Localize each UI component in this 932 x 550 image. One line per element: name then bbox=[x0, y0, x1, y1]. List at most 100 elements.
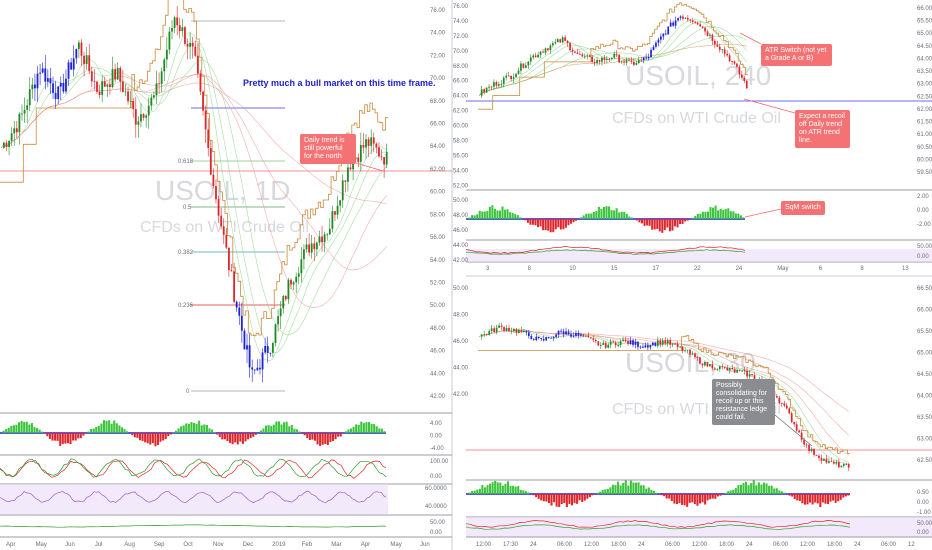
m30-osc-bar bbox=[798, 494, 801, 501]
daily-osc-bar bbox=[105, 420, 108, 433]
daily-time-tick: Aug bbox=[124, 542, 135, 548]
m30-time-tick: 17:30 bbox=[503, 542, 519, 548]
h4-candle bbox=[502, 77, 505, 84]
h4-candle bbox=[505, 75, 508, 78]
m30-candle bbox=[701, 363, 704, 366]
daily-candle bbox=[191, 42, 194, 47]
m30-time-tick: 12:00 bbox=[584, 542, 600, 548]
m30-osc-bar bbox=[565, 494, 568, 508]
daily-price-tick: 72.00 bbox=[430, 53, 446, 59]
daily-candle bbox=[380, 156, 383, 158]
daily-candle bbox=[303, 249, 305, 260]
h4-candle bbox=[606, 58, 608, 60]
daily-osc-bar bbox=[213, 432, 216, 433]
daily-osc-bar bbox=[270, 426, 273, 433]
daily-osc-bar bbox=[324, 433, 327, 444]
daily-candle bbox=[70, 62, 73, 70]
h4-price-tick: 62.50 bbox=[917, 94, 932, 100]
h4-osc-bar bbox=[597, 206, 600, 219]
m30-price-tick: 65.00 bbox=[917, 351, 932, 357]
m30-osc-tick: 0.00 bbox=[917, 500, 929, 506]
h4-osc-bar bbox=[706, 211, 709, 219]
m30-osc-bar bbox=[604, 489, 607, 494]
daily-osc-bar bbox=[59, 433, 62, 446]
daily-candle bbox=[77, 42, 80, 50]
h4-candle bbox=[650, 49, 652, 57]
daily-candle bbox=[251, 367, 254, 370]
m30-osc-bar bbox=[547, 494, 550, 504]
h4-price-tick: 59.50 bbox=[917, 170, 932, 176]
m30-osc-bar bbox=[693, 494, 696, 504]
m30-candle bbox=[790, 413, 793, 422]
daily-osc-bar bbox=[77, 433, 80, 439]
h4-left-price-tick: 74.00 bbox=[453, 19, 469, 25]
h4-osc-bar bbox=[646, 219, 649, 226]
h4-osc-bar bbox=[704, 211, 707, 219]
m30-osc-bar bbox=[724, 492, 727, 494]
h4-osc-bar bbox=[476, 214, 479, 219]
m30-candle bbox=[594, 339, 597, 342]
daily-osc-bar bbox=[362, 423, 365, 433]
h4-osc-bar bbox=[628, 216, 631, 219]
m30-candle bbox=[518, 330, 520, 334]
h4-candle bbox=[625, 60, 628, 63]
daily-osc-bar bbox=[180, 426, 183, 433]
m30-osc-bar bbox=[583, 494, 586, 501]
h4-osc-bar bbox=[486, 211, 489, 219]
m30-candle bbox=[612, 341, 615, 343]
m30-osc-bar bbox=[806, 494, 809, 505]
daily-candle bbox=[52, 83, 54, 93]
daily-candle bbox=[165, 49, 168, 60]
daily-candle bbox=[349, 167, 352, 170]
h4-osc-bar bbox=[575, 219, 578, 221]
daily-candle bbox=[132, 100, 135, 110]
h4-osc-bar bbox=[483, 211, 486, 219]
m30-time-tick: 12:00 bbox=[476, 542, 492, 548]
h4-candle bbox=[532, 55, 535, 58]
h4-left-price-tick: 42.00 bbox=[453, 258, 469, 264]
h4-osc-bar bbox=[529, 219, 532, 225]
daily-osc-bar bbox=[226, 433, 229, 442]
daily-atr-line bbox=[0, 0, 388, 337]
h4-price-tick: 66.00 bbox=[917, 6, 932, 12]
daily-candle bbox=[321, 236, 323, 243]
daily-price-tick: 64.00 bbox=[430, 144, 446, 150]
m30-osc-bar bbox=[796, 494, 799, 501]
daily-osc-bar bbox=[283, 422, 286, 433]
h4-osc-bar bbox=[656, 219, 659, 229]
m30-candle bbox=[480, 334, 483, 337]
h4-candle bbox=[662, 33, 665, 37]
h4-osc-bar bbox=[501, 206, 504, 219]
h4-osc-bar bbox=[742, 217, 745, 219]
daily-osc-bar bbox=[367, 422, 371, 433]
h4-time-tick: 8 bbox=[860, 266, 864, 272]
h4-time-tick: May bbox=[777, 266, 788, 272]
daily-candle bbox=[204, 110, 207, 130]
daily-candle bbox=[209, 148, 212, 175]
h4-candle bbox=[714, 40, 716, 45]
recoil-note: Expect a recoil off Daily trend on ATR t… bbox=[795, 110, 850, 148]
daily-candle bbox=[116, 67, 119, 80]
daily-candle bbox=[238, 307, 241, 316]
h4-candle bbox=[618, 54, 620, 63]
h4-osc-bar bbox=[734, 213, 737, 219]
m30-osc-bar bbox=[734, 488, 737, 494]
daily-candle bbox=[134, 109, 137, 125]
daily-osc-bar bbox=[301, 433, 304, 434]
daily-time-tick: Nov bbox=[213, 542, 224, 548]
h4-osc-bar bbox=[562, 219, 565, 230]
m30-candle bbox=[815, 454, 818, 456]
h4-candle bbox=[674, 20, 677, 26]
daily-osc-bar bbox=[56, 433, 59, 441]
m30-candle bbox=[614, 342, 617, 346]
daily-osc-bar bbox=[380, 428, 383, 433]
h4-osc-bar bbox=[473, 215, 476, 219]
m30-candle bbox=[637, 341, 639, 347]
daily-osc-bar bbox=[203, 424, 206, 433]
daily-candle bbox=[202, 91, 204, 111]
daily-price-tick: 50.00 bbox=[430, 303, 446, 309]
h4-candle bbox=[620, 61, 623, 63]
daily-osc-bar bbox=[313, 433, 317, 441]
m30-candle bbox=[686, 349, 689, 351]
h4-osc-bar bbox=[534, 219, 537, 226]
